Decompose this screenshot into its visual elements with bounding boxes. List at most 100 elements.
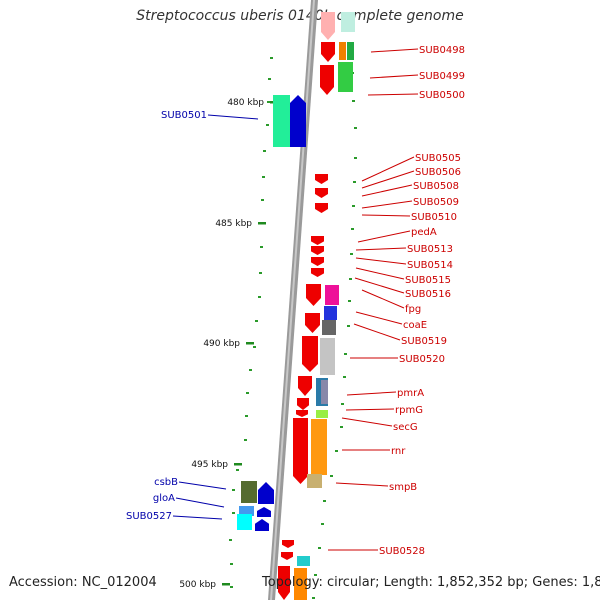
gc-dot — [348, 300, 351, 302]
scale-tick-mark — [234, 463, 242, 466]
gene-label-SUB0501: SUB0501 — [161, 110, 207, 121]
cog-box — [239, 506, 254, 516]
gc-dot — [312, 597, 315, 599]
gc-dot — [349, 278, 352, 280]
gc-dot — [354, 127, 357, 129]
gc-dot — [354, 157, 357, 159]
cog-box — [320, 338, 335, 375]
gene-leader-line — [361, 200, 413, 209]
gene-leader-line — [361, 156, 415, 182]
gene-label-csbB: csbB — [154, 477, 178, 488]
gene-label-pedA: pedA — [411, 227, 437, 238]
gene-leader-line — [361, 289, 405, 309]
gene-label-SUB0505: SUB0505 — [415, 153, 461, 164]
gene-leader-line — [346, 391, 397, 396]
gene-arrow-forward — [315, 188, 328, 198]
gene-arrow-forward — [311, 246, 324, 255]
gene-labels: SUB0498 SUB0499 SUB0500 SUB0505 SUB0506 SUB05… — [126, 45, 465, 557]
gene-label-SUB0514: SUB0514 — [407, 260, 453, 271]
cog-box — [307, 474, 322, 488]
accession-label: Accession: NC_012004 — [9, 575, 157, 590]
gene-features — [237, 12, 355, 600]
cog-box — [321, 380, 328, 404]
gene-leader-line — [207, 114, 259, 120]
gene-arrow-forward — [311, 257, 324, 266]
gene-arrow-forward — [305, 313, 320, 333]
gene-leader-line — [361, 170, 415, 189]
gene-label-fpg: fpg — [405, 304, 421, 315]
cog-box — [341, 12, 355, 32]
gene-arrow-forward — [320, 65, 334, 95]
cog-box — [347, 42, 354, 60]
cog-box — [237, 514, 252, 530]
cog-box — [297, 556, 310, 566]
gene-leader-line — [341, 417, 393, 427]
gene-arrow-forward — [278, 566, 290, 600]
gene-arrow-forward — [298, 376, 312, 396]
gc-dot — [323, 500, 326, 502]
gene-label-SUB0527: SUB0527 — [126, 511, 172, 522]
cog-box — [338, 62, 353, 92]
gene-arrow-forward — [302, 336, 318, 372]
scale-tick-label: 485 kbp — [215, 219, 252, 229]
scale-tick-label: 480 kbp — [227, 98, 264, 108]
gc-dot — [343, 376, 346, 378]
gc-dot — [318, 547, 321, 549]
gc-dot — [255, 320, 258, 322]
gene-arrow-forward — [296, 410, 308, 417]
gc-dot — [353, 181, 356, 183]
gc-dot — [314, 574, 317, 576]
gc-dot — [268, 78, 271, 80]
gene-label-SUB0515: SUB0515 — [405, 275, 451, 286]
gene-leader-line — [353, 323, 401, 341]
cog-box — [294, 568, 307, 600]
gene-label-coaE: coaE — [403, 320, 427, 331]
gene-label-SUB0528: SUB0528 — [379, 546, 425, 557]
gene-leader-line — [175, 497, 225, 508]
gene-leader-line — [355, 257, 407, 265]
gene-arrow-forward — [315, 174, 328, 184]
gc-dot — [253, 346, 256, 348]
gene-leader-line — [345, 408, 395, 411]
backbone-highlight — [270, 0, 315, 600]
gc-dot — [260, 246, 263, 248]
gc-dot — [263, 150, 266, 152]
topology-label: Topology: circular; Length: 1,852,352 bp… — [262, 575, 600, 590]
gc-dot — [244, 439, 247, 441]
gc-dot — [246, 392, 249, 394]
gene-arrow-reverse — [290, 95, 306, 147]
scale-tick-mark — [246, 342, 254, 345]
cog-box — [322, 320, 336, 335]
gene-label-pmrA: pmrA — [397, 388, 424, 399]
gc-dot — [330, 475, 333, 477]
gene-arrow-forward — [311, 236, 324, 245]
gene-leader-line — [172, 515, 223, 520]
gc-dot — [352, 100, 355, 102]
gc-dot — [245, 415, 248, 417]
gene-label-SUB0508: SUB0508 — [413, 181, 459, 192]
gc-dot — [261, 199, 264, 201]
gene-arrow-forward — [297, 398, 309, 410]
scale-tick-label: 495 kbp — [191, 460, 228, 470]
gene-arrow-forward — [293, 418, 308, 484]
gene-arrow-reverse — [257, 507, 271, 517]
gene-leader-line — [369, 74, 419, 79]
gene-arrow-forward — [281, 552, 293, 560]
gene-label-SUB0513: SUB0513 — [407, 244, 453, 255]
gene-label-SUB0516: SUB0516 — [405, 289, 451, 300]
gene-arrow-forward — [321, 42, 335, 62]
gc-dot — [236, 469, 239, 471]
gene-leader-line — [335, 482, 389, 487]
gc-dot — [341, 403, 344, 405]
gene-label-rnr: rnr — [391, 446, 406, 457]
gc-dot — [232, 512, 235, 514]
cog-box — [273, 95, 290, 147]
cog-box — [241, 481, 257, 503]
gene-arrow-forward — [315, 203, 328, 213]
gc-dot — [352, 205, 355, 207]
gene-leader-line — [178, 481, 227, 490]
gene-label-gloA: gloA — [153, 493, 175, 504]
gc-dot — [258, 296, 261, 298]
cog-box — [339, 42, 346, 60]
